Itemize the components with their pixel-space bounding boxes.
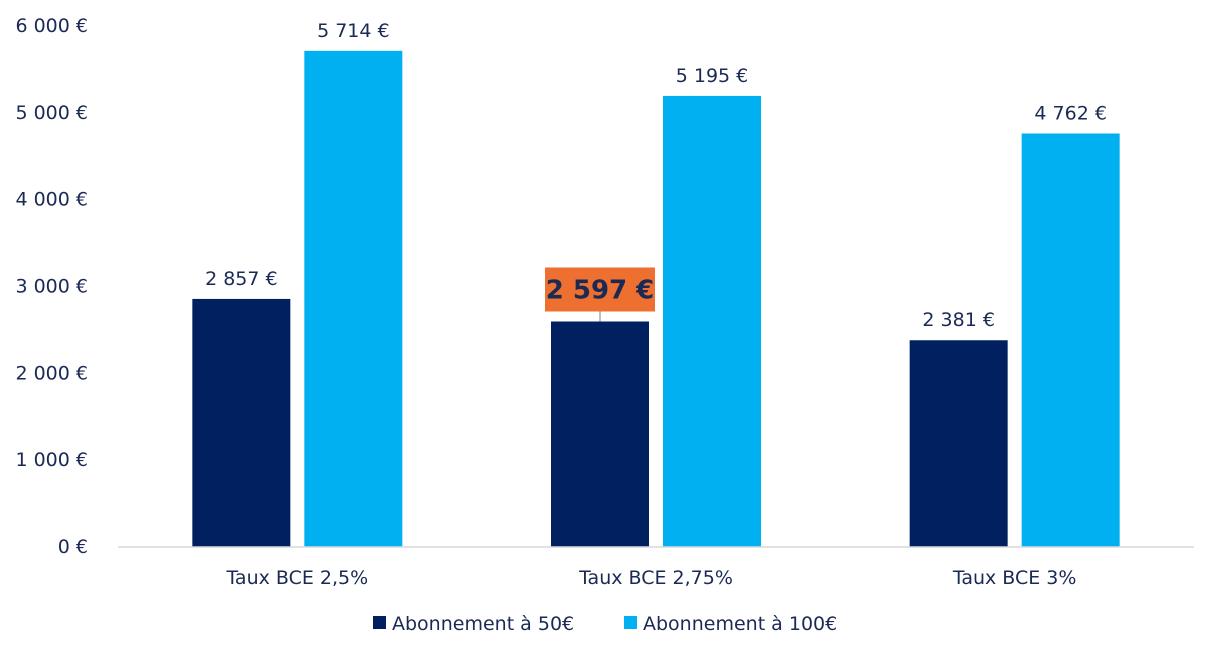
legend-label: Abonnement à 100€ (643, 613, 837, 635)
legend: Abonnement à 50€ Abonnement à 100€ (373, 613, 837, 635)
x-tick-label: Taux BCE 2,75% (578, 567, 733, 589)
y-tick-label: 5 000 € (15, 102, 88, 124)
y-tick-label: 6 000 € (15, 15, 88, 37)
y-tick-label: 3 000 € (15, 276, 88, 298)
x-tick-label: Taux BCE 2,5% (225, 567, 368, 589)
data-labels: 2 857 € 5 714 € 2 597 € 5 195 € 2 381 € 4 762… (205, 20, 1107, 331)
x-axis-tick-labels: Taux BCE 2,5% Taux BCE 2,75% Taux BCE 3% (225, 567, 1076, 589)
data-label: 5 714 € (317, 20, 390, 42)
bar-abonnement-50 (551, 321, 649, 547)
legend-swatch (373, 616, 386, 629)
bar-abonnement-100 (304, 50, 403, 548)
bar-abonnement-50 (192, 298, 291, 547)
bar-abonnement-100 (1021, 133, 1120, 547)
data-label: 2 857 € (205, 268, 278, 290)
y-tick-label: 4 000 € (15, 189, 88, 211)
bars (192, 50, 1120, 548)
legend-label: Abonnement à 50€ (392, 613, 574, 635)
bar-abonnement-100 (663, 95, 761, 548)
callout-box (545, 267, 655, 312)
x-tick-label: Taux BCE 3% (952, 567, 1077, 589)
y-axis-tick-labels: 0 € 1 000 € 2 000 € 3 000 € 4 000 € 5 000 € 6 … (15, 15, 88, 558)
bar-abonnement-50 (909, 340, 1008, 547)
highlight-data-label: 2 597 € (546, 275, 655, 305)
y-tick-label: 0 € (58, 536, 88, 558)
y-tick-label: 1 000 € (15, 449, 88, 471)
data-label: 4 762 € (1034, 102, 1107, 124)
legend-swatch (624, 616, 637, 629)
data-label: 5 195 € (676, 65, 749, 87)
y-tick-label: 2 000 € (15, 362, 88, 384)
data-label: 2 381 € (922, 309, 995, 331)
